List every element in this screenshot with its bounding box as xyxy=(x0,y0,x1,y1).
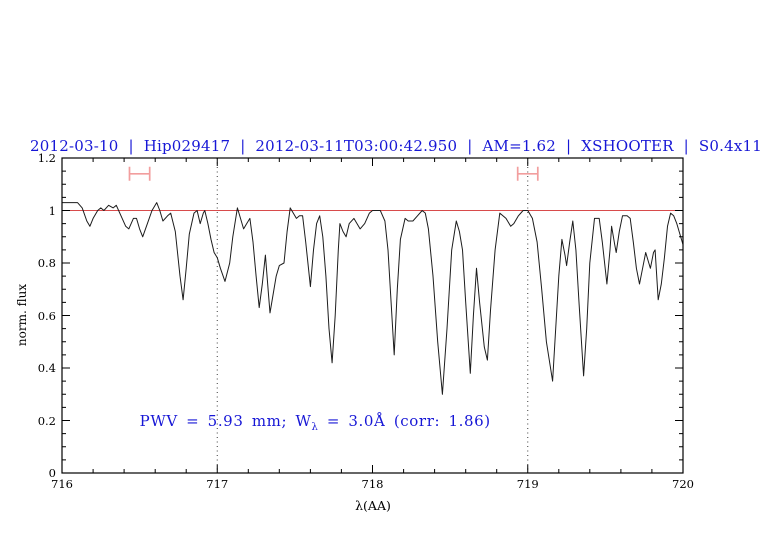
axis-ticks xyxy=(61,157,684,474)
pwv-annotation-post: = 3.0Å (corr: 1.86) xyxy=(318,411,491,430)
band-range-marker xyxy=(128,166,151,181)
spectrum-line xyxy=(62,202,684,395)
y-tick-label: 0.2 xyxy=(37,413,56,428)
y-tick-label: 1 xyxy=(48,203,56,218)
x-tick-label: 717 xyxy=(206,477,229,491)
band-range-marker xyxy=(516,166,539,181)
y-tick-label: 0.4 xyxy=(37,361,56,375)
x-tick-label: 716 xyxy=(51,477,73,491)
x-tick-label: 718 xyxy=(361,477,384,491)
x-axis-label: λ(AA) xyxy=(355,498,391,513)
y-tick-label: 1.2 xyxy=(37,151,56,165)
y-tick-label: 0.8 xyxy=(37,256,56,270)
x-tick-label: 720 xyxy=(672,477,694,491)
y-tick-label: 0 xyxy=(48,466,56,480)
pwv-annotation: PWV = 5.93 mm; Wλ = 3.0Å (corr: 1.86) xyxy=(140,412,491,433)
y-tick-label: 0.6 xyxy=(37,308,56,323)
pwv-annotation-sub: λ xyxy=(311,421,319,433)
x-tick-label: 719 xyxy=(516,477,539,491)
y-axis-label: norm. flux xyxy=(15,283,29,347)
pwv-annotation-pre: PWV = 5.93 mm; W xyxy=(139,411,312,430)
plot-title: 2012-03-10 | Hip029417 | 2012-03-11T03:0… xyxy=(30,137,762,155)
